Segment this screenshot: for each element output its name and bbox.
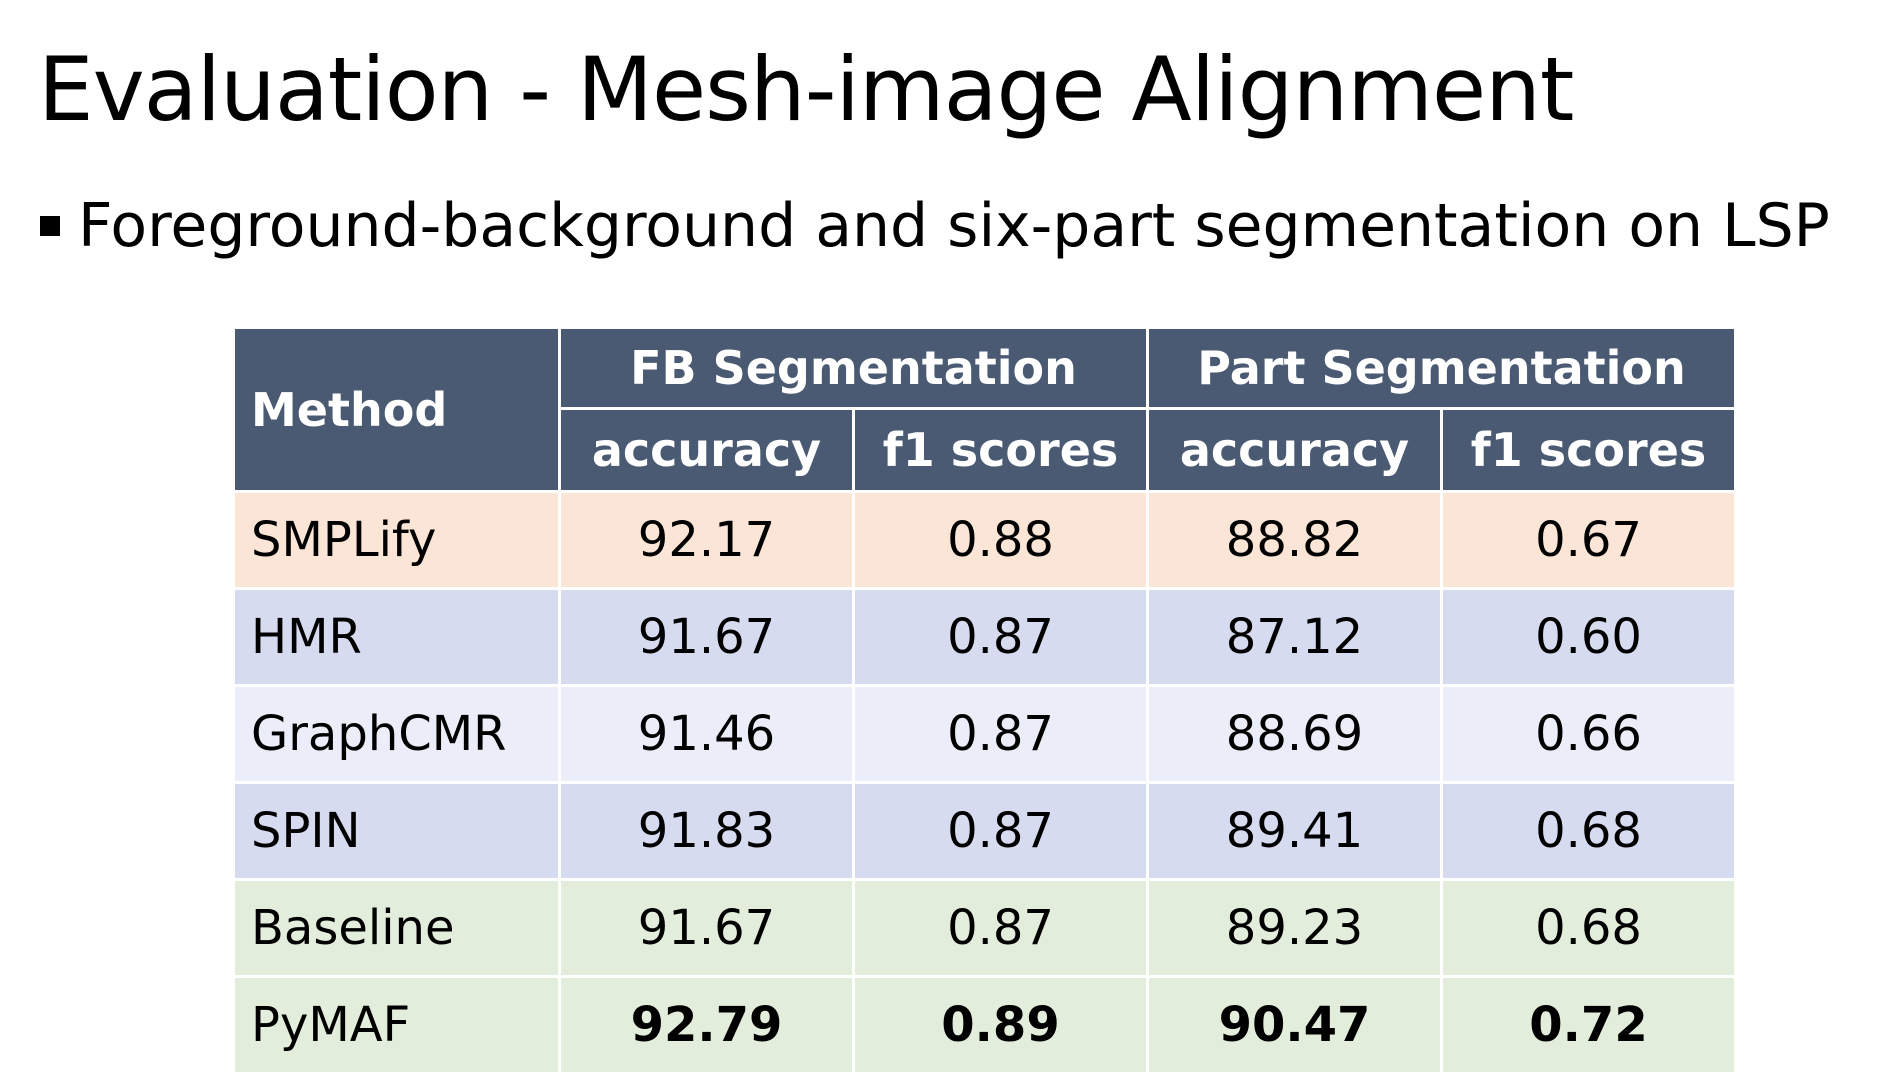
method-cell: HMR [232, 587, 561, 687]
fb-f1-cell: 0.89 [852, 975, 1149, 1075]
fb-accuracy-cell: 92.17 [558, 490, 855, 590]
table-row: GraphCMR 91.46 0.87 88.69 0.66 [232, 684, 1738, 784]
part-f1-header: f1 scores [1439, 407, 1738, 493]
table-row: SPIN 91.83 0.87 89.41 0.68 [232, 781, 1738, 881]
part-segmentation-header: Part Segmentation [1145, 326, 1738, 410]
part-accuracy-cell: 89.23 [1146, 878, 1443, 978]
method-cell: GraphCMR [232, 684, 561, 784]
fb-accuracy-cell: 91.83 [558, 781, 855, 881]
fb-f1-header: f1 scores [852, 407, 1149, 493]
results-table: Method FB Segmentation Part Segmentation… [232, 326, 1738, 1075]
part-f1-cell: 0.68 [1439, 878, 1738, 978]
part-f1-cell: 0.60 [1439, 587, 1738, 687]
method-cell: SPIN [232, 781, 561, 881]
part-accuracy-cell: 90.47 [1146, 975, 1443, 1075]
method-column-header: Method [232, 326, 561, 493]
table-row: Baseline 91.67 0.87 89.23 0.68 [232, 878, 1738, 978]
part-f1-cell: 0.66 [1439, 684, 1738, 784]
table-row: HMR 91.67 0.87 87.12 0.60 [232, 587, 1738, 687]
fb-f1-cell: 0.87 [852, 684, 1149, 784]
table-header-row: Method FB Segmentation Part Segmentation [232, 326, 1738, 493]
part-f1-cell: 0.67 [1439, 490, 1738, 590]
bullet-text: Foreground-background and six-part segme… [78, 191, 1830, 261]
part-accuracy-cell: 88.69 [1146, 684, 1443, 784]
table-body: SMPLify 92.17 0.88 88.82 0.67 HMR 91.67 … [232, 490, 1738, 1075]
fb-f1-cell: 0.87 [852, 587, 1149, 687]
table-subheader-row: accuracy f1 scores accuracy f1 scores [234, 407, 1738, 493]
fb-f1-cell: 0.88 [852, 490, 1149, 590]
fb-accuracy-cell: 91.46 [558, 684, 855, 784]
part-accuracy-cell: 88.82 [1146, 490, 1443, 590]
fb-f1-cell: 0.87 [852, 781, 1149, 881]
fb-accuracy-cell: 91.67 [558, 878, 855, 978]
fb-segmentation-header: FB Segmentation [558, 326, 1149, 410]
part-f1-cell: 0.68 [1439, 781, 1738, 881]
table-row: PyMAF 92.79 0.89 90.47 0.72 [232, 975, 1738, 1075]
slide-title: Evaluation - Mesh-image Alignment [38, 38, 1574, 141]
table-row: SMPLify 92.17 0.88 88.82 0.67 [232, 490, 1738, 590]
method-cell: PyMAF [232, 975, 561, 1075]
fb-accuracy-cell: 92.79 [558, 975, 855, 1075]
part-f1-cell: 0.72 [1439, 975, 1738, 1075]
square-bullet-icon [40, 216, 60, 236]
fb-accuracy-cell: 91.67 [558, 587, 855, 687]
part-accuracy-cell: 89.41 [1146, 781, 1443, 881]
fb-f1-cell: 0.87 [852, 878, 1149, 978]
bullet-item: Foreground-background and six-part segme… [40, 188, 1830, 264]
part-accuracy-header: accuracy [1146, 407, 1443, 493]
method-cell: Baseline [232, 878, 561, 978]
method-cell: SMPLify [232, 490, 561, 590]
part-accuracy-cell: 87.12 [1146, 587, 1443, 687]
fb-accuracy-header: accuracy [558, 407, 855, 493]
